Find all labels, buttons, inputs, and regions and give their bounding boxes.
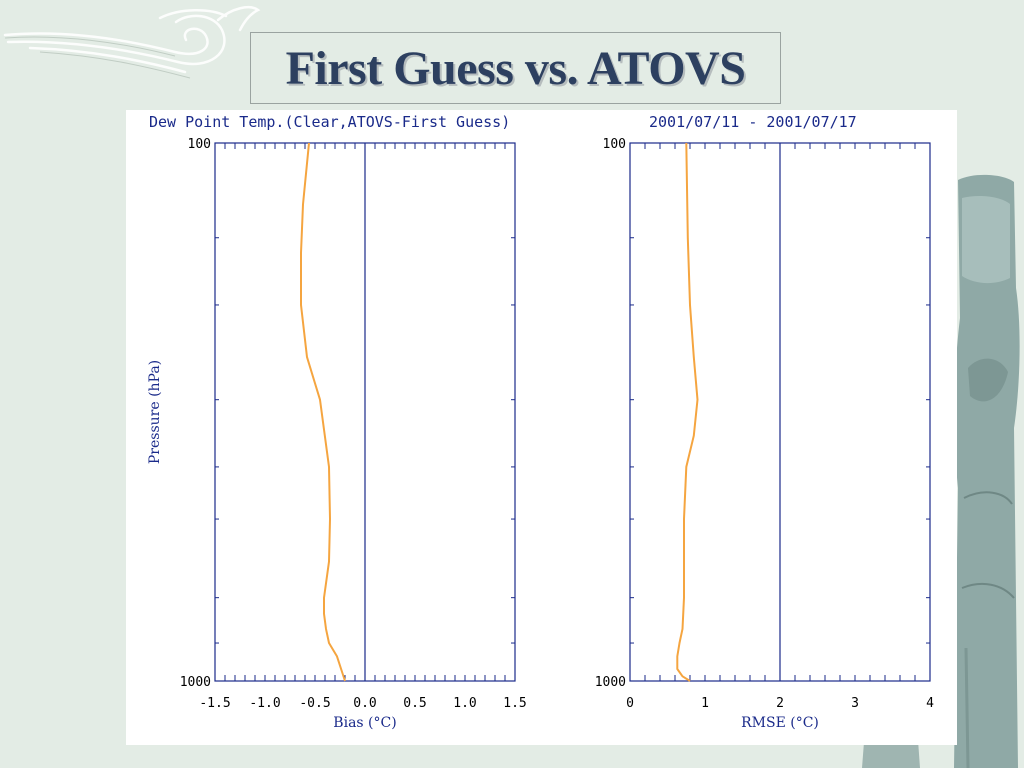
x-tick-label: -1.0 — [249, 696, 280, 711]
x-tick-label: 0.0 — [353, 696, 376, 711]
y-tick-label: 100 — [188, 137, 211, 152]
y-tick-label: 100 — [603, 137, 626, 152]
x-tick-label: 0.5 — [403, 696, 426, 711]
x-tick-label: -0.5 — [299, 696, 330, 711]
slide-title: First Guess vs. ATOVS — [285, 41, 746, 95]
x-axis-label: Bias (°C) — [333, 715, 396, 731]
figure-header-left: Dew Point Temp.(Clear,ATOVS-First Guess) — [149, 113, 511, 131]
x-tick-label: 1 — [701, 696, 709, 711]
x-tick-label: 2 — [776, 696, 784, 711]
x-tick-label: 3 — [851, 696, 859, 711]
figure-header-right: 2001/07/11 - 2001/07/17 — [649, 113, 857, 131]
stone-block-decoration — [862, 740, 920, 768]
chart-figure: -1.5 -1.0 -0.5 0.0 0.5 1.0 1.5 100 1000 Bias (°C)… — [126, 110, 957, 745]
x-tick-label: 1.0 — [453, 696, 476, 711]
series-line-1 — [676, 142, 699, 682]
carved-statue-decoration — [954, 174, 1020, 768]
x-tick-label: 1.5 — [503, 696, 526, 711]
swirl-ornament — [3, 6, 261, 79]
x-tick-label: -1.5 — [199, 696, 230, 711]
x-tick-label: 4 — [926, 696, 934, 711]
slide-title-box: First Guess vs. ATOVS — [250, 32, 781, 104]
y-axis-label: Pressure (hPa) — [147, 360, 163, 464]
chart-panel-2: 0 1 2 3 4 100 1000 RMSE (°C) — [595, 137, 934, 731]
chart-panel-1: -1.5 -1.0 -0.5 0.0 0.5 1.0 1.5 100 1000 Bias (°C)… — [147, 137, 527, 731]
x-axis-label: RMSE (°C) — [741, 715, 819, 731]
y-tick-label: 1000 — [595, 675, 626, 690]
x-tick-label: 0 — [626, 696, 634, 711]
y-tick-label: 1000 — [180, 675, 211, 690]
series-line-1 — [300, 142, 346, 682]
